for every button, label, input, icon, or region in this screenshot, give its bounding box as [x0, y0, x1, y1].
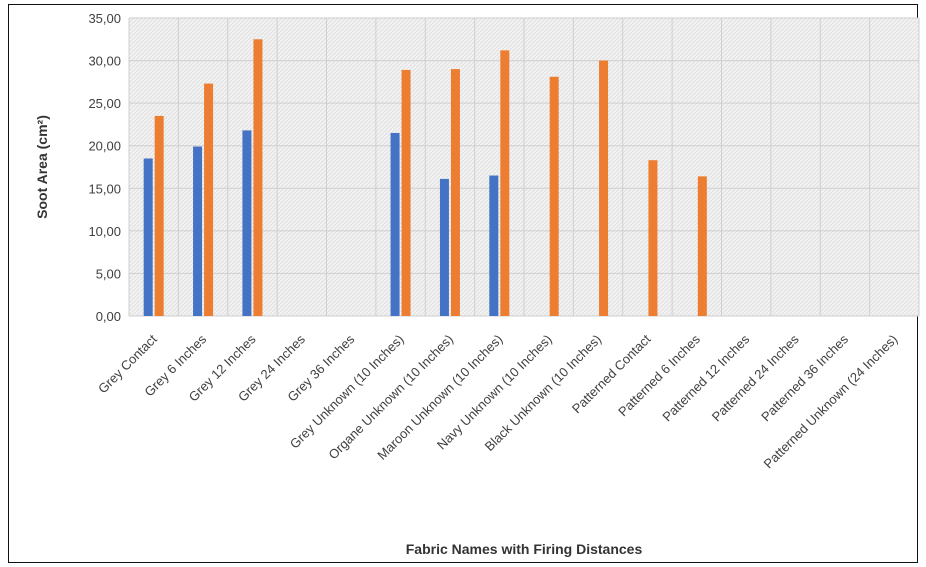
y-tick-label: 10,00	[88, 224, 121, 239]
bar-series-1	[193, 146, 203, 316]
y-tick-label: 15,00	[88, 181, 121, 196]
bar-series-2	[401, 69, 411, 317]
bar-series-1	[143, 158, 153, 316]
x-axis-title: Fabric Names with Firing Distances	[406, 541, 643, 557]
bar-series-1	[242, 130, 252, 316]
x-tick-label: Patterned 24 Inches	[709, 331, 802, 424]
x-tick-label: Patterned 6 Inches	[615, 331, 703, 419]
bar-series-2	[204, 83, 214, 316]
bar-series-2	[500, 50, 510, 317]
bar-series-2	[549, 76, 559, 317]
bar-series-2	[154, 115, 164, 317]
bar-series-1	[489, 175, 499, 316]
bar-series-1	[439, 178, 449, 316]
bar-series-2	[450, 69, 460, 316]
y-axis-title: Soot Area (cm²)	[34, 115, 50, 219]
bar-series-2	[599, 60, 609, 317]
y-tick-label: 30,00	[88, 54, 121, 69]
bar-series-2	[648, 160, 658, 316]
bar-series-1	[390, 132, 400, 316]
bar-series-2	[697, 176, 707, 316]
y-tick-label: 35,00	[88, 11, 121, 26]
x-tick-label: Patterned 36 Inches	[758, 331, 851, 424]
x-tick-label: Patterned 12 Inches	[659, 331, 752, 424]
y-tick-label: 25,00	[88, 96, 121, 111]
y-tick-label: 20,00	[88, 139, 121, 154]
y-tick-label: 0,00	[96, 309, 121, 324]
bar-series-2	[253, 39, 263, 317]
y-tick-label: 5,00	[96, 266, 121, 281]
